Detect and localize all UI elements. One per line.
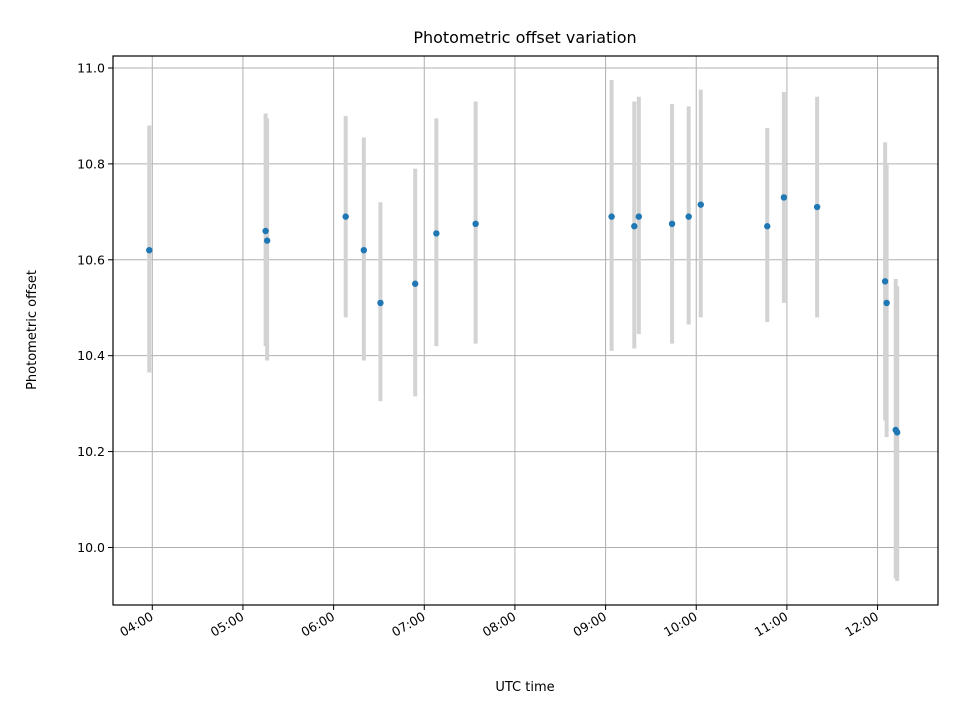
x-axis-label: UTC time [495, 680, 554, 695]
y-tick-label: 11.0 [77, 60, 105, 75]
data-point [813, 203, 821, 211]
data-point [631, 223, 638, 230]
data-point [685, 213, 692, 220]
plot-frame [112, 55, 939, 606]
data-point [635, 213, 643, 220]
data-point [433, 230, 440, 237]
data-points [146, 194, 901, 436]
data-point [342, 213, 349, 220]
data-point [146, 246, 153, 254]
data-point [764, 223, 771, 230]
data-point [780, 194, 788, 201]
chart-title: Photometric offset variation [413, 28, 636, 47]
data-point [360, 246, 368, 254]
y-tick-label: 10.4 [77, 348, 105, 363]
data-point [894, 429, 901, 436]
y-tick-label: 10.8 [77, 156, 105, 171]
data-point [472, 220, 479, 228]
data-point [377, 299, 384, 307]
data-point [668, 220, 676, 228]
data-point [262, 227, 269, 235]
y-tick-label: 10.6 [77, 252, 105, 267]
data-point [881, 278, 889, 285]
data-point [697, 201, 704, 208]
y-tick-label: 10.2 [77, 444, 105, 459]
y-axis-label: Photometric offset [25, 270, 40, 390]
grid [113, 56, 938, 605]
data-point [411, 280, 419, 287]
data-point [883, 299, 890, 307]
y-tick-label: 10.0 [77, 540, 105, 555]
data-point [263, 237, 271, 244]
data-point [608, 213, 615, 220]
